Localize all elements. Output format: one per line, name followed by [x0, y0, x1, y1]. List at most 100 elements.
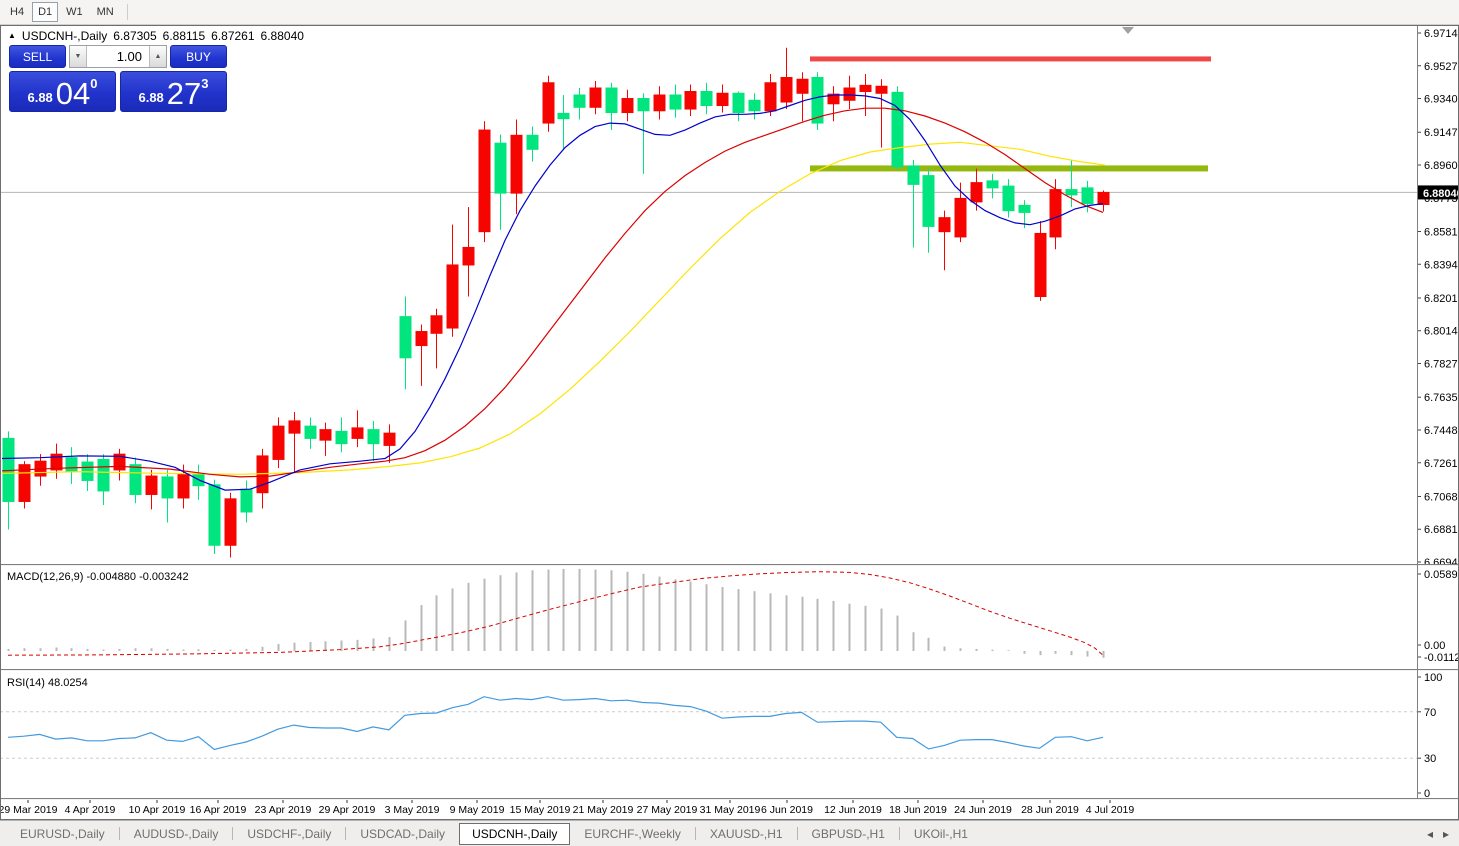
sell-price-point: 0: [90, 76, 98, 91]
svg-text:12 Jun 2019: 12 Jun 2019: [824, 804, 882, 816]
tab-usdcnh-daily[interactable]: USDCNH-,Daily: [459, 822, 571, 845]
svg-text:27 May 2019: 27 May 2019: [637, 804, 698, 816]
chart-header: ▲ USDCNH-,Daily 6.87305 6.88115 6.87261 …: [8, 29, 304, 43]
timeframe-button-d1[interactable]: D1: [32, 2, 59, 22]
tab-separator: [345, 827, 347, 840]
timeframe-button-h4[interactable]: H4: [4, 2, 30, 22]
svg-text:6.85810: 6.85810: [1424, 226, 1459, 238]
tab-gbpusd-h1[interactable]: GBPUSD-,H1: [811, 826, 885, 841]
svg-text:4 Jul 2019: 4 Jul 2019: [1086, 804, 1135, 816]
svg-text:24 Jun 2019: 24 Jun 2019: [954, 804, 1012, 816]
date-axis[interactable]: 29 Mar 2019 4 Apr 2019 10 Apr 2019 16 Apr 2…: [0, 799, 1134, 816]
volume-decrease-button[interactable]: ▼: [70, 46, 87, 67]
timeframe-button-mn[interactable]: MN: [91, 2, 120, 22]
svg-text:6.74480: 6.74480: [1424, 425, 1459, 437]
buy-price-tile[interactable]: 6.88 27 3: [120, 71, 227, 112]
volume-increase-button[interactable]: ▲: [149, 46, 166, 67]
chevron-up-icon: ▲: [154, 53, 162, 60]
tab-scroll-right-icon[interactable]: ▸: [1442, 826, 1449, 841]
svg-text:6.88040: 6.88040: [1423, 188, 1459, 200]
svg-text:6.68815: 6.68815: [1424, 524, 1459, 536]
tab-eurchf-weekly[interactable]: EURCHF-,Weekly: [584, 826, 681, 841]
sell-price-tile[interactable]: 6.88 04 0: [9, 71, 116, 112]
buy-price-prefix: 6.88: [138, 90, 164, 105]
tab-scroll-arrows: ◂ ▸: [1427, 827, 1459, 841]
ma-fast-line: [1, 94, 1104, 491]
candlesticks: [2, 47, 1110, 558]
svg-text:9 May 2019: 9 May 2019: [450, 804, 505, 816]
tab-separator: [232, 827, 234, 840]
svg-text:6.76350: 6.76350: [1424, 392, 1459, 404]
quote-open: 6.87305: [113, 29, 157, 43]
volume-input[interactable]: [87, 46, 149, 67]
svg-text:6.93400: 6.93400: [1424, 94, 1459, 106]
tab-separator: [898, 827, 900, 840]
quote-close: 6.88040: [260, 29, 304, 43]
chart-area[interactable]: MACD(12,26,9) -0.004880 -0.003242 RSI(14)…: [0, 25, 1459, 820]
timeframe-toolbar: H4 D1 W1 MN: [0, 0, 1459, 25]
timeframe-button-w1[interactable]: W1: [60, 2, 89, 22]
buy-price-pips: 27: [166, 75, 202, 111]
tab-separator: [118, 827, 120, 840]
buy-price-point: 3: [201, 76, 209, 91]
tab-separator: [694, 827, 696, 840]
one-click-trading-panel: SELL ▼ ▲ BUY 6.88 04 0 6.88 27 3: [9, 45, 227, 112]
svg-text:18 Jun 2019: 18 Jun 2019: [889, 804, 947, 816]
svg-text:6.97140: 6.97140: [1424, 28, 1459, 40]
svg-text:6.83940: 6.83940: [1424, 259, 1459, 271]
quote-high: 6.88115: [162, 29, 206, 43]
svg-text:6.91475: 6.91475: [1424, 127, 1459, 139]
tab-usdchf-daily[interactable]: USDCHF-,Daily: [247, 826, 332, 841]
toolbar-separator: [126, 4, 128, 20]
current-price-box: [1418, 185, 1458, 200]
ma-mid-line: [1, 107, 1104, 478]
svg-text:70: 70: [1424, 707, 1436, 719]
svg-text:29 Mar 2019: 29 Mar 2019: [0, 804, 58, 816]
svg-text:6.72610: 6.72610: [1424, 458, 1459, 470]
svg-text:10 Apr 2019: 10 Apr 2019: [129, 804, 186, 816]
rsi-pane[interactable]: [0, 696, 1417, 759]
svg-text:16 Apr 2019: 16 Apr 2019: [190, 804, 247, 816]
buy-button[interactable]: BUY: [170, 45, 227, 68]
svg-text:29 Apr 2019: 29 Apr 2019: [319, 804, 376, 816]
rsi-label: RSI(14) 48.0254: [7, 677, 88, 689]
svg-text:31 May 2019: 31 May 2019: [700, 804, 761, 816]
chevron-down-icon: ▼: [74, 53, 82, 60]
tab-scroll-left-icon[interactable]: ◂: [1426, 826, 1433, 841]
tab-audusd-daily[interactable]: AUDUSD-,Daily: [133, 826, 219, 841]
macd-signal-line: [7, 571, 1104, 656]
tab-separator: [796, 827, 798, 840]
chart-shift-marker-icon[interactable]: [1122, 27, 1134, 34]
sell-price-prefix: 6.88: [27, 90, 53, 105]
svg-text:6.80145: 6.80145: [1424, 326, 1459, 338]
support-line[interactable]: [810, 165, 1208, 172]
tab-xauusd-h1[interactable]: XAUUSD-,H1: [709, 826, 783, 841]
chart-symbol-period: USDCNH-,Daily: [21, 29, 108, 43]
resistance-line[interactable]: [810, 56, 1211, 62]
tab-usdcad-daily[interactable]: USDCAD-,Daily: [360, 826, 446, 841]
tab-eurusd-daily[interactable]: EURUSD-,Daily: [20, 826, 105, 841]
rsi-line: [7, 696, 1104, 751]
macd-pane[interactable]: [7, 568, 1105, 658]
expand-arrow-icon[interactable]: ▲: [8, 31, 16, 40]
svg-text:0: 0: [1424, 788, 1430, 800]
macd-label: MACD(12,26,9) -0.004880 -0.003242: [7, 571, 189, 583]
main-price-pane[interactable]: [0, 47, 1417, 558]
svg-text:4 Apr 2019: 4 Apr 2019: [65, 804, 116, 816]
svg-text:6.95270: 6.95270: [1424, 61, 1459, 73]
svg-text:21 May 2019: 21 May 2019: [573, 804, 634, 816]
svg-text:6 Jun 2019: 6 Jun 2019: [761, 804, 813, 816]
svg-text:15 May 2019: 15 May 2019: [510, 804, 571, 816]
symbol-tabs: EURUSD-,Daily AUDUSD-,Daily USDCHF-,Daily U…: [6, 822, 982, 845]
tab-ukoil-h1[interactable]: UKOil-,H1: [913, 826, 968, 841]
svg-text:100: 100: [1424, 672, 1442, 684]
svg-text:28 Jun 2019: 28 Jun 2019: [1021, 804, 1079, 816]
svg-text:0.00: 0.00: [1424, 640, 1445, 652]
svg-text:6.82015: 6.82015: [1424, 293, 1459, 305]
svg-text:23 Apr 2019: 23 Apr 2019: [255, 804, 312, 816]
sell-price-pips: 04: [55, 75, 91, 111]
svg-text:6.66945: 6.66945: [1424, 557, 1459, 569]
sell-button[interactable]: SELL: [9, 45, 66, 68]
svg-text:6.70685: 6.70685: [1424, 491, 1459, 503]
